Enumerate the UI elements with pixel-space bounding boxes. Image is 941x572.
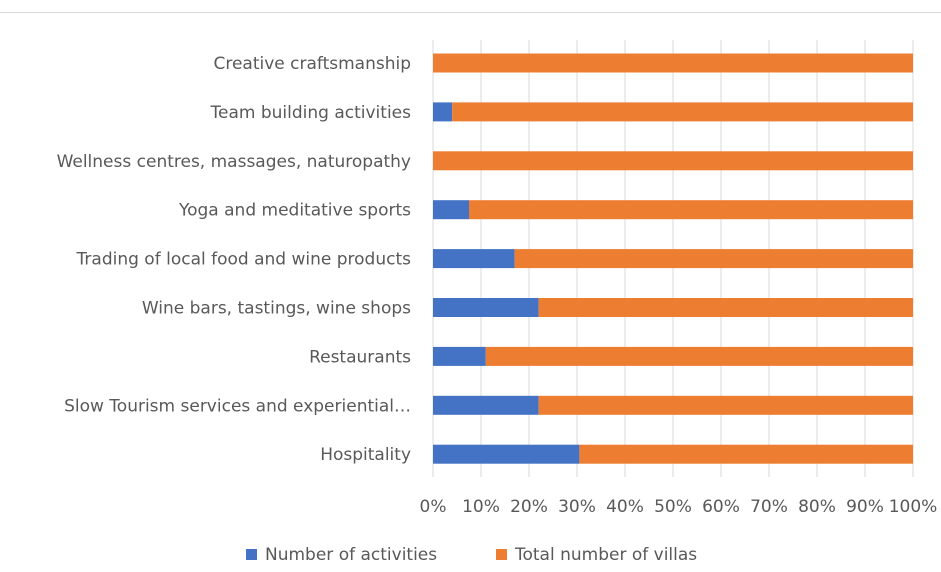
category-labels: Creative craftsmanship Team building acti… [57,54,412,465]
category-label: Slow Tourism services and experiential… [64,396,411,416]
bar-number-of-activities [433,444,580,464]
x-tick-label: 10% [462,497,500,517]
legend-swatch [496,549,507,560]
category-label: Wellness centres, massages, naturopathy [57,152,411,172]
x-tick-label: 0% [420,497,447,517]
x-tick-label: 80% [798,497,836,517]
category-label: Wine bars, tastings, wine shops [142,299,411,319]
bar-number-of-activities [433,249,515,269]
bar-total-number-of-villas [469,200,913,220]
legend-label: Total number of villas [514,545,697,565]
x-tick-label: 70% [750,497,788,517]
category-label: Team building activities [210,103,412,123]
bar-total-number-of-villas [538,395,913,415]
category-label: Trading of local food and wine products [76,250,412,270]
legend-swatch [246,549,257,560]
x-tick-label: 60% [702,497,740,517]
category-label: Hospitality [320,445,411,465]
bar-total-number-of-villas [579,444,913,464]
bar-total-number-of-villas [514,249,913,269]
legend: Number of activities Total number of vill… [246,545,697,565]
bars [433,53,913,464]
x-tick-label: 90% [846,497,884,517]
x-tick-labels: 0% 10% 20% 30% 40% 50% 60% 70% 80% 90% 100% [420,497,938,517]
bar-number-of-activities [433,102,453,122]
category-label: Yoga and meditative sports [178,201,411,221]
bar-total-number-of-villas [485,346,913,366]
category-label: Creative craftsmanship [213,54,411,74]
bar-number-of-activities [433,346,486,366]
top-rule [0,12,941,13]
bar-total-number-of-villas [452,102,913,122]
x-tick-label: 20% [510,497,548,517]
x-tick-label: 30% [558,497,596,517]
bar-total-number-of-villas [433,151,913,171]
x-tick-label: 100% [889,497,938,517]
bar-number-of-activities [433,200,469,220]
bar-total-number-of-villas [433,53,913,73]
x-tick-label: 40% [606,497,644,517]
legend-label: Number of activities [265,545,437,565]
x-tick-label: 50% [654,497,692,517]
bar-total-number-of-villas [538,298,913,317]
category-label: Restaurants [309,347,411,367]
bar-number-of-activities [433,395,539,415]
bar-number-of-activities [433,298,539,317]
